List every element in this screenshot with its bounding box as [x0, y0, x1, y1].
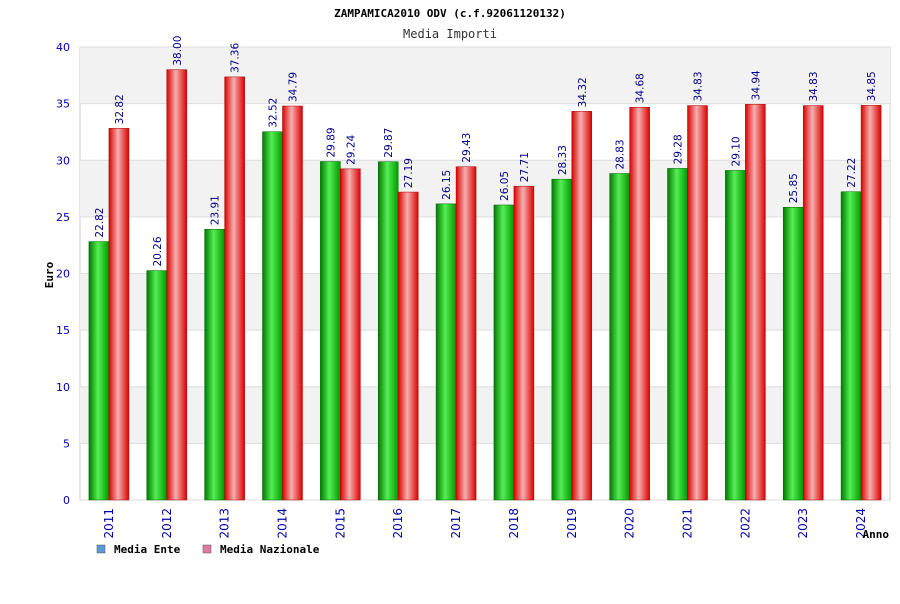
bar-data-label: 29.43: [461, 133, 473, 163]
legend-swatch-media-nazionale: [202, 544, 212, 554]
bar-data-label: 22.82: [94, 208, 106, 238]
bar-media-ente-2024: [840, 191, 862, 501]
x-tick-label: 2020: [623, 508, 637, 539]
y-tick-label: 40: [56, 41, 70, 54]
bar-media-nazionale-2014: [282, 105, 303, 501]
legend: Media Ente Media Nazionale: [96, 543, 320, 556]
bar-data-label: 28.83: [615, 139, 627, 169]
bar-data-label: 29.87: [383, 128, 395, 158]
y-tick-label: 10: [56, 381, 70, 394]
bar-data-label: 26.05: [499, 171, 511, 201]
bar-media-nazionale-2018: [513, 185, 535, 501]
x-axis-label: Anno: [863, 528, 890, 541]
bar-media-ente-2011: [88, 241, 110, 501]
bar-media-ente-2012: [146, 270, 168, 501]
bar-data-label: 27.22: [846, 158, 858, 188]
bar-data-label: 29.24: [345, 134, 357, 164]
plot-band: [80, 160, 890, 217]
y-axis-ticks: 0 5 10 15 20 25 30 35 40: [56, 41, 70, 507]
bar-media-ente-2013: [204, 228, 225, 501]
bar-media-nazionale-2016: [397, 191, 419, 501]
bar-media-nazionale-2019: [571, 111, 593, 501]
bar-data-label: 27.19: [403, 158, 415, 188]
bar-labels-group: 22.82 32.82 20.26 38.00 23.91 37.36 32.52 34.79…: [94, 36, 878, 267]
bar-data-label: 34.83: [808, 71, 820, 101]
bar-data-label: 26.15: [441, 170, 453, 200]
y-tick-label: 15: [56, 324, 70, 337]
x-tick-label: 2011: [102, 508, 116, 539]
bar-media-nazionale-2023: [802, 105, 824, 501]
plot-band: [80, 47, 890, 104]
bar-data-label: 29.28: [673, 134, 685, 164]
x-tick-label: 2016: [391, 508, 405, 539]
bar-data-label: 25.85: [788, 173, 800, 203]
bar-data-label: 23.91: [210, 195, 222, 225]
bar-data-label: 29.10: [730, 136, 742, 166]
bar-data-label: 34.94: [750, 70, 762, 100]
y-tick-label: 0: [63, 494, 70, 507]
bar-data-label: 34.85: [866, 71, 878, 101]
x-tick-label: 2023: [796, 508, 810, 539]
bar-data-label: 34.79: [288, 72, 300, 102]
bar-media-ente-2021: [667, 168, 688, 501]
plot-band: [80, 386, 890, 444]
bar-media-ente-2018: [493, 204, 515, 501]
bar-media-nazionale-2017: [455, 166, 477, 501]
bar-media-nazionale-2024: [860, 105, 882, 501]
bar-data-label: 28.33: [557, 145, 569, 175]
bar-media-nazionale-2020: [629, 106, 650, 501]
bar-media-ente-2020: [609, 173, 630, 501]
y-axis-label: Euro: [43, 261, 56, 288]
bar-media-ente-2022: [725, 170, 746, 501]
legend-swatch-media-ente: [96, 544, 106, 554]
bar-media-nazionale-2011: [108, 128, 130, 501]
bar-media-nazionale-2015: [340, 168, 361, 501]
y-tick-label: 5: [63, 437, 70, 450]
x-tick-label: 2015: [333, 508, 347, 539]
y-tick-label: 30: [56, 154, 70, 167]
bar-media-ente-2019: [551, 178, 573, 501]
bar-media-ente-2016: [377, 161, 399, 501]
x-tick-label: 2021: [681, 508, 695, 539]
bar-media-nazionale-2012: [166, 69, 188, 501]
bar-data-label: 27.71: [519, 152, 531, 182]
x-tick-label: 2017: [449, 508, 463, 539]
chart-title: ZAMPAMICA2010 ODV (c.f.92061120132): [334, 7, 566, 20]
bar-media-ente-2017: [435, 203, 457, 501]
y-tick-label: 35: [56, 98, 70, 111]
x-tick-label: 2019: [565, 508, 579, 539]
bar-data-label: 34.68: [635, 73, 647, 103]
legend-label-media-nazionale: Media Nazionale: [220, 543, 320, 556]
x-tick-label: 2013: [218, 508, 232, 539]
bar-data-label: 34.32: [577, 77, 589, 107]
plot-band: [80, 273, 890, 331]
x-axis-ticks: 2011 2012 2013 2014 2015 2016 2017 2018 2019 2020…: [102, 508, 868, 539]
bar-data-label: 32.82: [114, 94, 126, 124]
bar-media-ente-2023: [782, 206, 804, 501]
bar-data-label: 20.26: [152, 236, 164, 266]
bar-data-label: 29.89: [325, 127, 337, 157]
x-tick-label: 2024: [854, 508, 868, 539]
bar-data-label: 37.36: [230, 43, 242, 73]
chart-subtitle: Media Importi: [403, 27, 497, 41]
legend-label-media-ente: Media Ente: [114, 543, 181, 556]
bar-media-nazionale-2013: [224, 76, 245, 501]
bar-media-nazionale-2022: [745, 104, 766, 501]
bar-media-nazionale-2021: [687, 105, 708, 501]
y-tick-label: 20: [56, 268, 70, 281]
bar-data-label: 32.52: [268, 98, 280, 128]
bar-media-ente-2014: [262, 131, 283, 501]
bars-group: [88, 69, 882, 501]
bar-data-label: 34.83: [693, 71, 705, 101]
x-tick-label: 2014: [276, 508, 290, 539]
bar-data-label: 38.00: [172, 36, 184, 66]
x-tick-label: 2012: [160, 508, 174, 539]
bar-media-ente-2015: [320, 161, 341, 501]
y-tick-label: 25: [56, 211, 70, 224]
x-tick-label: 2018: [507, 508, 521, 539]
x-tick-label: 2022: [738, 508, 752, 539]
